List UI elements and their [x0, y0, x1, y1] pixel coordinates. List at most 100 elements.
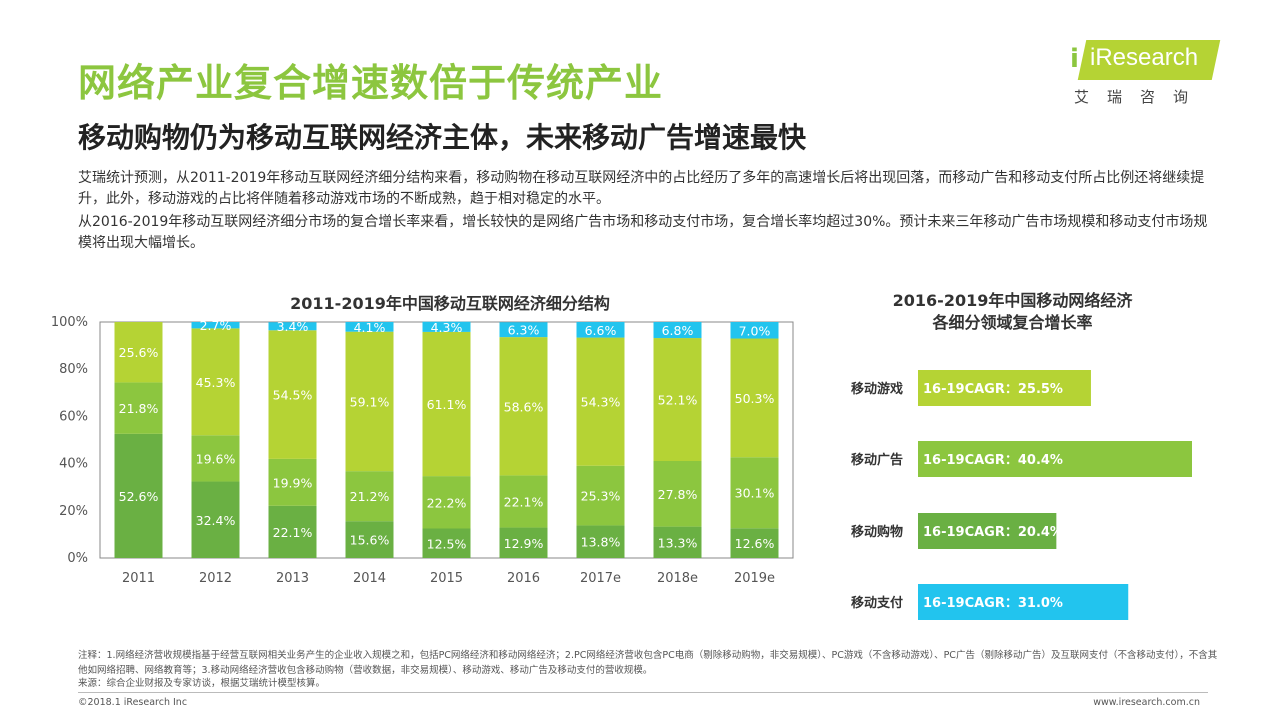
- cagr-label: 16-19CAGR：40.4%: [923, 453, 1063, 468]
- data-label: 19.9%: [273, 475, 313, 490]
- cagr-title-line-1: 2016-2019年中国移动网络经济: [892, 291, 1133, 310]
- bar-segment: [268, 330, 317, 459]
- data-label: 54.5%: [273, 388, 313, 403]
- bar-segment: [499, 337, 548, 476]
- bar-segment: [653, 461, 702, 527]
- logo-name: iResearch: [1090, 44, 1199, 71]
- data-label: 59.1%: [350, 394, 390, 409]
- data-label: 22.1%: [504, 494, 544, 509]
- y-tick-label: 60%: [59, 409, 88, 424]
- iresearch-logo: i iResearch 艾瑞咨询: [1070, 38, 1221, 108]
- y-tick-label: 100%: [51, 315, 88, 330]
- category-label: 移动购物: [851, 524, 903, 540]
- page-subtitle: 移动购物仍为移动互联网经济主体，未来移动广告增速最快: [78, 121, 807, 154]
- bar-segment: [730, 338, 779, 458]
- cagr-label: 16-19CAGR：20.4%: [923, 525, 1063, 540]
- data-label: 21.8%: [119, 401, 159, 416]
- data-label: 4.1%: [354, 320, 386, 335]
- intro-paragraph-1: 艾瑞统计预测，从2011-2019年移动互联网经济细分结构来看，移动购物在移动互…: [78, 170, 1205, 207]
- data-label: 12.6%: [735, 536, 775, 551]
- data-label: 21.2%: [350, 489, 390, 504]
- page-title: 网络产业复合增速数倍于传统产业: [78, 61, 664, 105]
- bar-segment: [345, 331, 394, 472]
- bar-segment: [499, 527, 548, 558]
- stacked-chart-title: 2011-2019年中国移动互联网经济细分结构: [290, 294, 610, 313]
- bar-segment: [345, 322, 394, 332]
- data-label: 6.3%: [508, 323, 540, 338]
- bar-segment: [730, 457, 779, 529]
- category-label: 移动支付: [851, 595, 903, 611]
- bar-segment: [576, 322, 625, 338]
- data-label: 22.2%: [427, 495, 467, 510]
- bar-segment: [422, 476, 471, 529]
- data-label: 13.8%: [581, 535, 621, 550]
- data-label: 25.3%: [581, 489, 621, 504]
- data-label: 61.1%: [427, 397, 467, 412]
- copyright: ©2018.1 iResearch Inc: [78, 697, 188, 708]
- bar-segment: [191, 481, 240, 558]
- data-label: 58.6%: [504, 399, 544, 414]
- data-label: 45.3%: [196, 375, 236, 390]
- x-tick-label: 2015: [430, 571, 463, 586]
- website-url: www.iresearch.com.cn: [1093, 697, 1200, 708]
- x-tick-label: 2014: [353, 571, 386, 586]
- data-label: 3.4%: [277, 319, 309, 334]
- data-label: 15.6%: [350, 533, 390, 548]
- data-label: 7.0%: [739, 323, 771, 338]
- cagr-chart-title: 2016-2019年中国移动网络经济 各细分领域复合增长率: [840, 290, 1185, 334]
- bar-segment: [268, 458, 317, 506]
- bar-segment: [268, 322, 317, 331]
- x-tick-label: 2018e: [657, 571, 698, 586]
- x-tick-label: 2019e: [734, 571, 775, 586]
- bar-segment: [268, 505, 317, 558]
- bar-segment: [730, 528, 779, 558]
- bar-segment: [730, 322, 779, 339]
- data-label: 2.7%: [200, 318, 232, 333]
- data-label: 50.3%: [735, 391, 775, 406]
- bar-segment: [345, 521, 394, 558]
- x-tick-label: 2016: [507, 571, 540, 586]
- data-label: 54.3%: [581, 395, 621, 410]
- bar-segment: [422, 331, 471, 477]
- cagr-bar: [918, 513, 1057, 549]
- data-label: 6.6%: [585, 323, 617, 338]
- cagr-bar: [918, 370, 1091, 406]
- intro-paragraph-2: 从2016-2019年移动互联网经济细分市场的复合增长率来看，增长较快的是网络广…: [78, 214, 1208, 251]
- x-tick-label: 2013: [276, 571, 309, 586]
- bar-segment: [114, 382, 163, 434]
- bar-segment: [576, 465, 625, 526]
- cagr-bar: [918, 584, 1129, 620]
- bar-segment: [191, 322, 240, 329]
- y-tick-label: 80%: [59, 362, 88, 377]
- data-label: 52.6%: [119, 489, 159, 504]
- cagr-label: 16-19CAGR：25.5%: [923, 382, 1063, 397]
- bar-segment: [191, 435, 240, 482]
- bar-segment: [653, 526, 702, 558]
- bar-segment: [576, 525, 625, 558]
- y-tick-label: 0%: [67, 551, 88, 566]
- data-label: 6.8%: [662, 323, 694, 338]
- logo-cn: 艾瑞咨询: [1074, 88, 1207, 106]
- data-label: 22.1%: [273, 525, 313, 540]
- bar-segment: [499, 322, 548, 338]
- footer-divider: [78, 692, 1208, 693]
- cagr-bar: [918, 441, 1192, 477]
- logo-i-glyph: i: [1070, 44, 1079, 74]
- cagr-title-line-2: 各细分领域复合增长率: [932, 313, 1093, 332]
- bar-segment: [191, 328, 240, 436]
- data-label: 19.6%: [196, 451, 236, 466]
- y-tick-label: 40%: [59, 457, 88, 472]
- data-label: 52.1%: [658, 393, 698, 408]
- x-tick-label: 2012: [199, 571, 232, 586]
- data-label: 27.8%: [658, 487, 698, 502]
- data-label: 25.6%: [119, 345, 159, 360]
- bar-segment: [345, 471, 394, 522]
- x-tick-label: 2017e: [580, 571, 621, 586]
- bar-segment: [114, 433, 163, 558]
- bar-segment: [422, 321, 471, 332]
- category-label: 移动广告: [851, 452, 903, 468]
- footnote-remarks: 注释：1.网络经济营收规模指基于经营互联网相关业务产生的企业收入规模之和，包括P…: [78, 650, 1218, 676]
- bar-segment: [576, 337, 625, 466]
- data-label: 30.1%: [735, 486, 775, 501]
